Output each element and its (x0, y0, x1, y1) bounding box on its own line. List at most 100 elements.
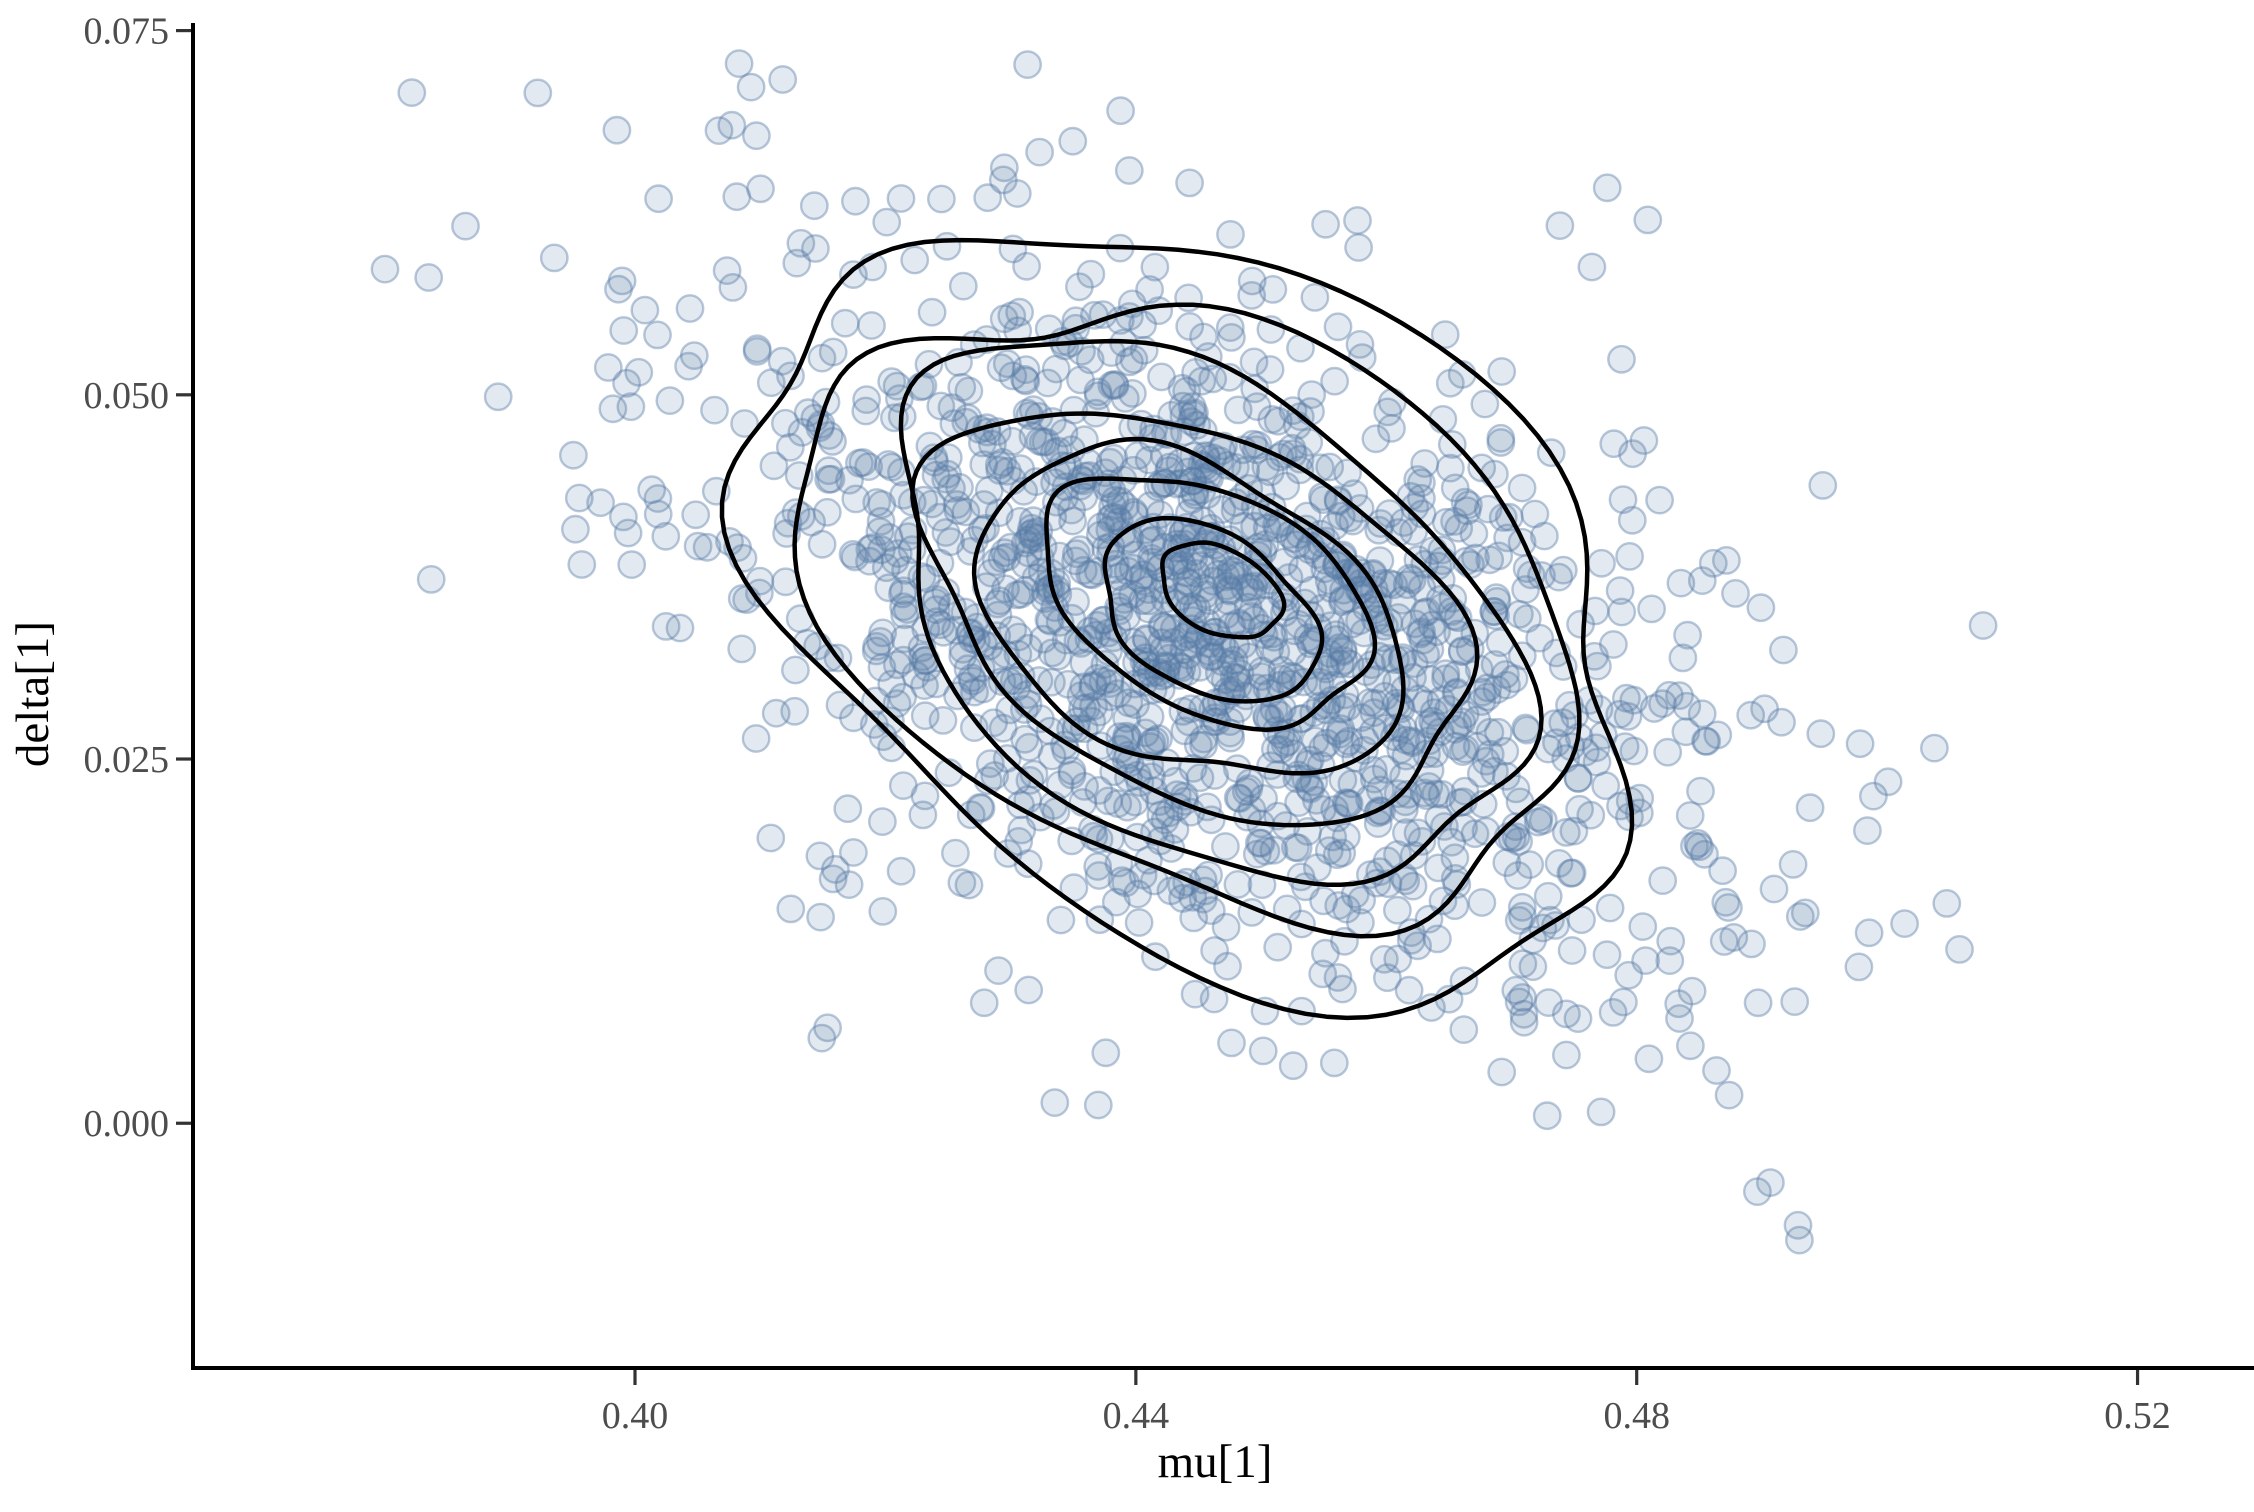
scatter-point (1323, 485, 1353, 515)
scatter-point (1599, 429, 1629, 459)
scatter-point (1507, 473, 1537, 503)
scatter-point (1890, 909, 1920, 938)
scatter-point (1607, 597, 1637, 627)
scatter-point (807, 1023, 837, 1053)
scatter-point (1248, 537, 1278, 567)
density-contour (792, 302, 1582, 939)
scatter-point (992, 542, 1022, 572)
scatter-point (1247, 662, 1276, 691)
scatter-point (1035, 606, 1065, 636)
scatter-point (1215, 576, 1245, 606)
scatter-point (1587, 548, 1616, 578)
scatter-point (1441, 731, 1471, 761)
scatter-point (1101, 549, 1130, 579)
scatter-point (812, 497, 842, 527)
scatter-point (1003, 639, 1033, 669)
scatter-point (414, 263, 444, 292)
x-tick-label: 0.40 (602, 1395, 669, 1437)
scatter-point (1703, 720, 1733, 750)
scatter-point (1014, 538, 1043, 568)
scatter-point (1146, 800, 1176, 830)
scatter-point (1146, 469, 1176, 499)
scatter-point (1237, 280, 1267, 310)
scatter-point (624, 357, 654, 387)
scatter-point (1243, 561, 1273, 590)
scatter-point (979, 708, 1008, 738)
scatter-point (1314, 836, 1344, 865)
scatter-point (1013, 50, 1042, 79)
scatter-point (1785, 902, 1815, 931)
scatter-point (722, 182, 752, 212)
scatter-point (1240, 374, 1270, 404)
scatter-point (1159, 627, 1189, 657)
scatter-point (1427, 780, 1457, 809)
scatter-point (1111, 491, 1140, 521)
scatter-point (724, 49, 754, 78)
scatter-point (1136, 732, 1166, 762)
scatter-point (1120, 787, 1150, 817)
scatter-point (857, 311, 886, 340)
scatter-point (1309, 485, 1338, 514)
scatter-point (1665, 1004, 1694, 1033)
scatter-point (969, 490, 999, 519)
scatter-point (1326, 714, 1356, 743)
scatter-point (761, 698, 791, 728)
scatter-point (1099, 443, 1129, 473)
scatter-point (1160, 815, 1190, 844)
scatter-point (1152, 748, 1181, 777)
scatter-point (866, 506, 896, 536)
scatter-point (1450, 487, 1480, 517)
scatter-point (1332, 894, 1362, 924)
scatter-point (1719, 923, 1749, 952)
scatter-point (1393, 779, 1423, 809)
scatter-point (643, 499, 673, 529)
scatter-point (1235, 573, 1265, 602)
scatter-point (780, 696, 810, 726)
scatter-point (1532, 1101, 1562, 1131)
scatter-point (1059, 395, 1089, 425)
scatter-point (1523, 807, 1553, 837)
scatter-point (630, 295, 660, 325)
scatter-point (1214, 586, 1244, 616)
scatter-point (966, 793, 996, 823)
scatter-point (1244, 828, 1274, 858)
scatter-point (865, 517, 895, 546)
scatter-point (998, 615, 1028, 645)
scatter-point (1011, 355, 1041, 384)
scatter-point (984, 450, 1014, 480)
scatter-point (1391, 741, 1421, 771)
scatter-point (957, 663, 987, 693)
scatter-point (1144, 296, 1174, 326)
scatter-point (1319, 1048, 1349, 1078)
scatter-point (1147, 611, 1177, 641)
scatter-point (868, 722, 898, 752)
scatter-point (1129, 567, 1159, 596)
scatter-point (1291, 872, 1320, 902)
scatter-point (736, 72, 766, 102)
scatter-point (1014, 633, 1044, 663)
scatter-point (1392, 570, 1422, 600)
scatter-point (1135, 275, 1165, 304)
scatter-point (1185, 763, 1215, 793)
scatter-point (1118, 580, 1148, 609)
scatter-point (1655, 946, 1685, 975)
scatter-point (1183, 730, 1213, 760)
scatter-point (1167, 653, 1197, 683)
scatter-point (771, 408, 800, 438)
scatter-point (1508, 901, 1537, 931)
scatter-point (1326, 501, 1356, 531)
scatter-point (644, 184, 673, 214)
scatter-point (877, 669, 907, 699)
scatter-point (1160, 766, 1190, 796)
scatter-point (948, 641, 978, 671)
density-contour (910, 411, 1480, 828)
scatter-point (1006, 454, 1035, 483)
scatter-point (1207, 647, 1237, 677)
scatter-point (1407, 573, 1437, 603)
scatter-point (1767, 707, 1796, 737)
y-tick-label: 0.050 (84, 375, 170, 417)
scatter-point (1095, 669, 1125, 698)
scatter-point (1467, 687, 1497, 716)
scatter-point (1154, 456, 1184, 486)
scatter-point (838, 540, 868, 569)
